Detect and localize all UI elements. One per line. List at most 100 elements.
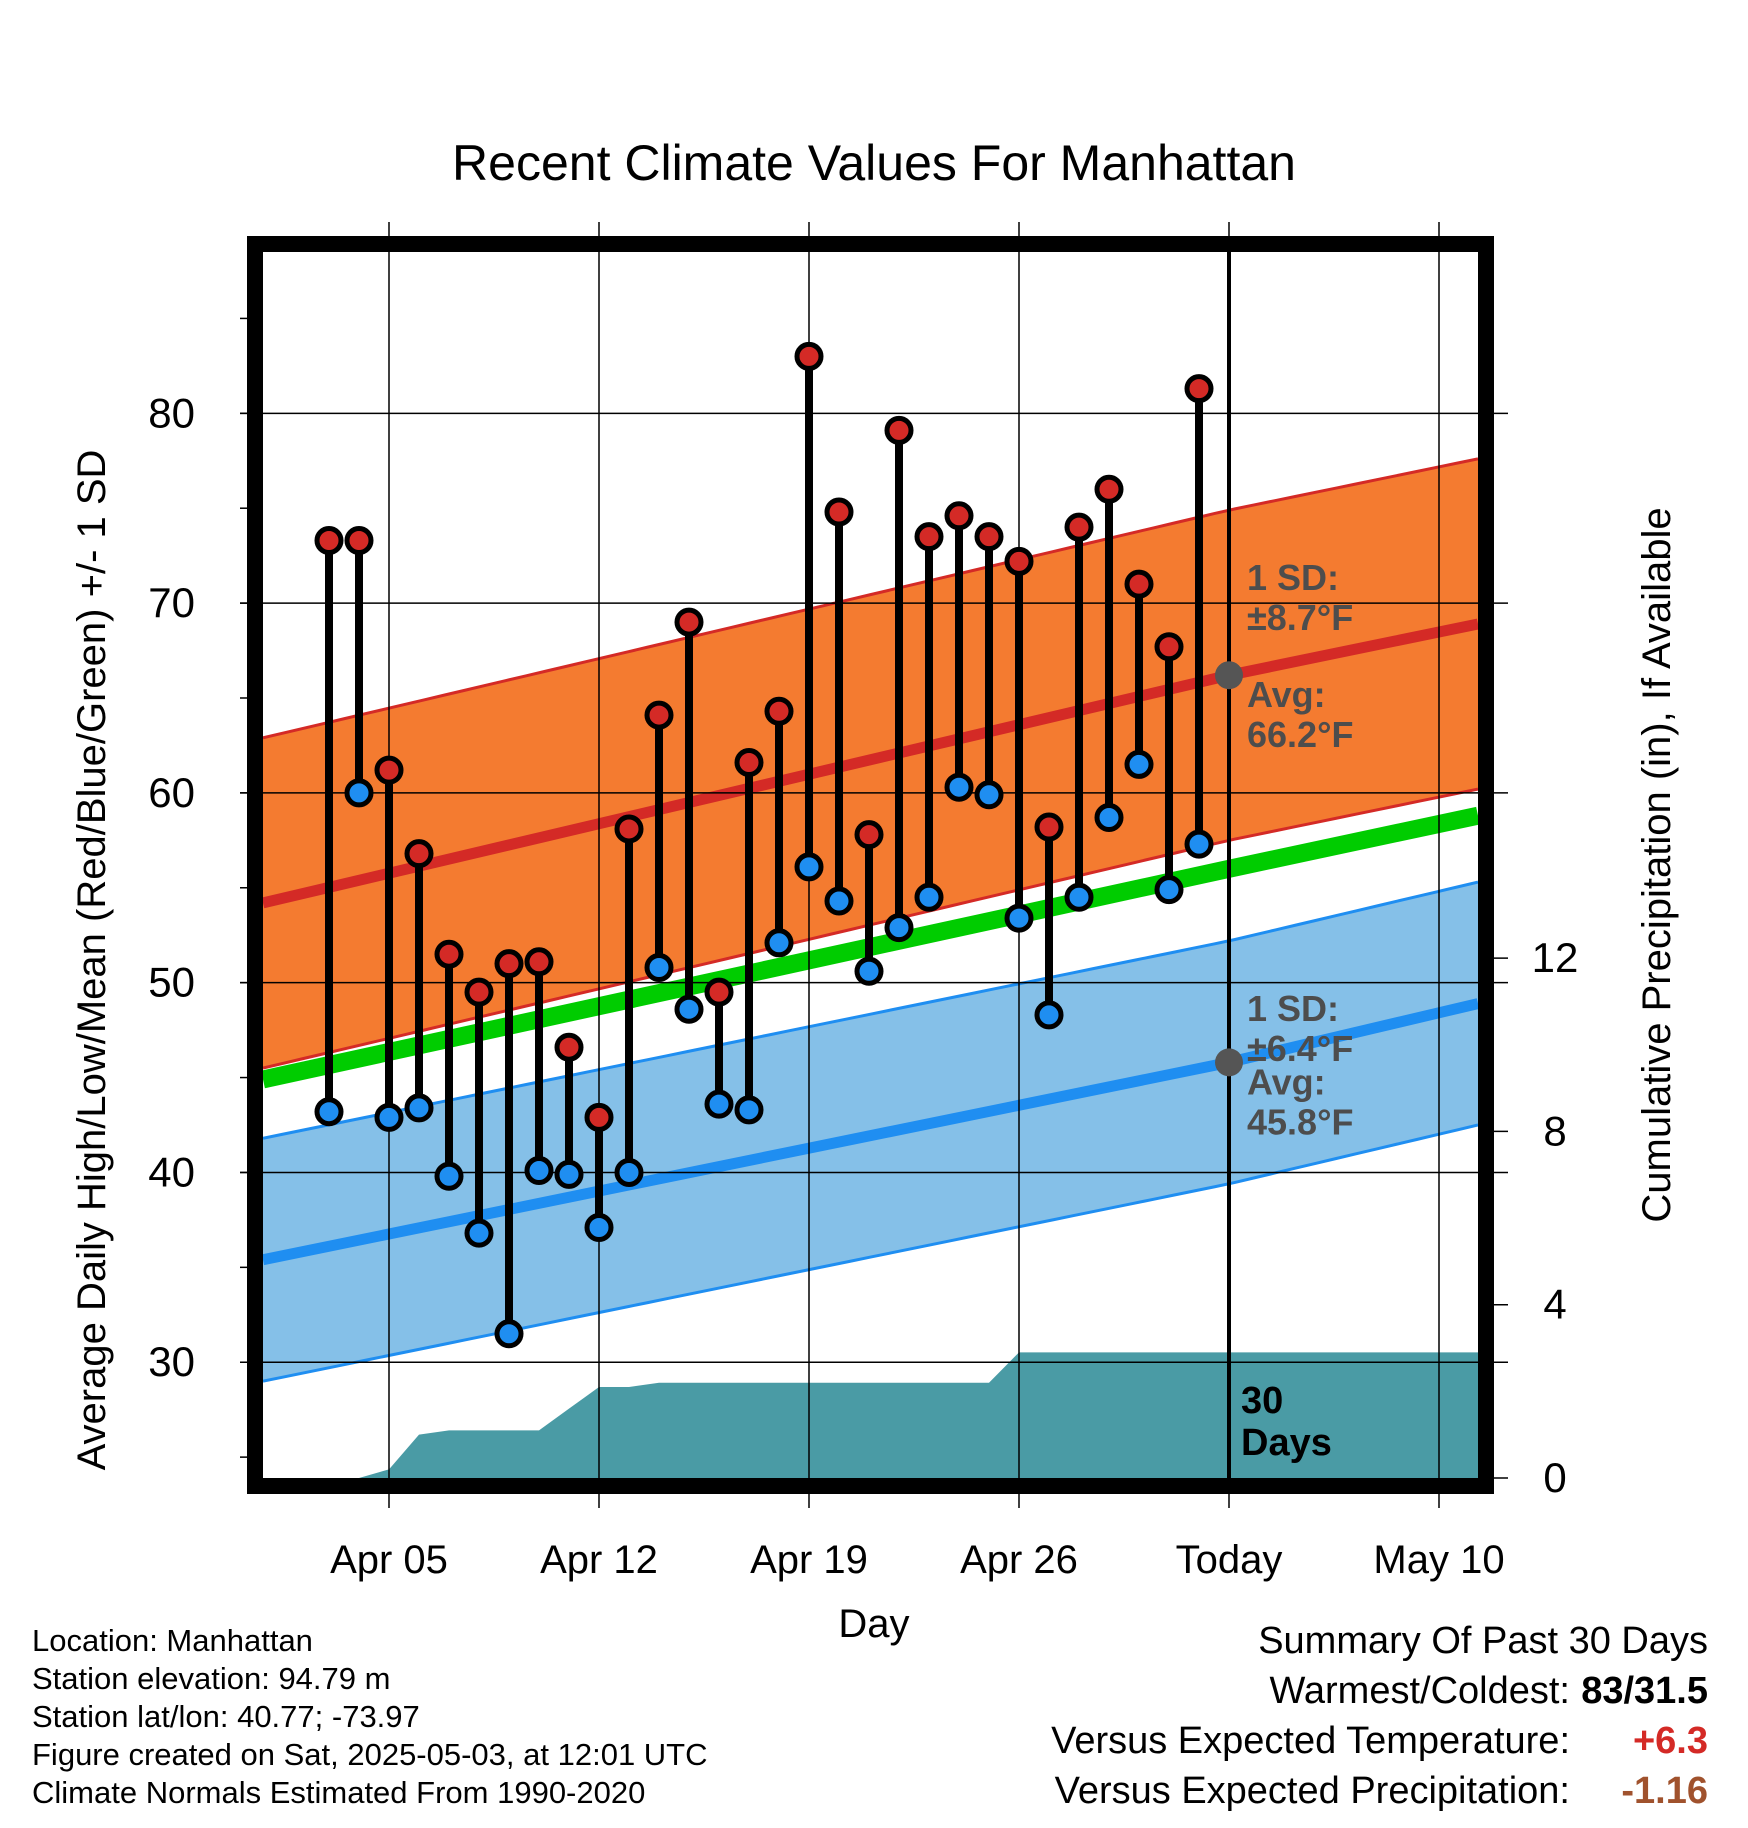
daily-low-point <box>614 1157 644 1187</box>
daily-high-point <box>764 696 794 726</box>
daily-low-point <box>1004 903 1034 933</box>
summary-title: Summary Of Past 30 Days <box>1258 1620 1708 1662</box>
station-info: Location: Manhattan Station elevation: 9… <box>32 1622 708 1812</box>
normals-text: Climate Normals Estimated From 1990-2020 <box>32 1775 646 1810</box>
warmest-coldest-value: 83/31.5 <box>1581 1670 1708 1712</box>
days-label-number: 30 <box>1241 1380 1283 1422</box>
daily-high-point <box>374 755 404 785</box>
daily-low-point <box>854 956 884 986</box>
days-label-word: Days <box>1241 1422 1332 1464</box>
daily-low-point <box>644 952 674 982</box>
daily-low-point <box>824 886 854 916</box>
y2-axis-label: Cumulative Precipitation (in), If Availa… <box>1635 507 1679 1222</box>
daily-high-point <box>1154 632 1184 662</box>
summary-panel: Summary Of Past 30 Days Warmest/Coldest:… <box>1051 1616 1708 1816</box>
x-axis-label: Day <box>838 1602 909 1646</box>
daily-high-point <box>644 700 674 730</box>
daily-low-point <box>914 882 944 912</box>
daily-low-point <box>554 1159 584 1189</box>
daily-high-point <box>1184 374 1214 404</box>
daily-high-point <box>584 1102 614 1132</box>
today-low-avg-label: Avg: <box>1247 1061 1326 1102</box>
y-tick-label: 40 <box>148 1148 195 1195</box>
daily-low-point <box>344 778 374 808</box>
y-tick-label: 70 <box>148 579 195 626</box>
daily-low-point <box>1034 1000 1064 1030</box>
plot-area <box>263 457 1478 1478</box>
normal-high-sd-upper <box>263 457 1478 740</box>
daily-low-point <box>884 913 914 943</box>
y-tick-label: 30 <box>148 1338 195 1385</box>
temp-departure-value: +6.3 <box>1632 1720 1708 1762</box>
daily-low-point <box>764 928 794 958</box>
y-tick-label: 80 <box>148 389 195 436</box>
daily-low-point <box>1124 749 1154 779</box>
daily-low-point <box>314 1097 344 1127</box>
daily-high-point <box>434 939 464 969</box>
daily-high-point <box>944 501 974 531</box>
daily-high-point <box>1064 512 1094 542</box>
created-text: Figure created on Sat, 2025-05-03, at 12… <box>32 1737 708 1772</box>
y2-tick-label: 8 <box>1543 1107 1566 1154</box>
precip-departure-label: Versus Expected Precipitation: <box>1054 1770 1570 1812</box>
precip-departure-value: -1.16 <box>1621 1770 1708 1812</box>
x-tick-label: Apr 12 <box>540 1538 658 1582</box>
daily-high-point <box>884 415 914 445</box>
daily-high-point <box>674 607 704 637</box>
daily-low-point <box>794 852 824 882</box>
today-high-avg-dot <box>1215 661 1243 690</box>
daily-high-point <box>1034 812 1064 842</box>
daily-low-point <box>584 1212 614 1242</box>
daily-low-point <box>944 772 974 802</box>
daily-high-point <box>734 748 764 778</box>
daily-high-point <box>854 820 884 850</box>
daily-high-point <box>914 522 944 552</box>
normal-low-sd-upper <box>263 880 1478 1140</box>
x-tick-label: Apr 05 <box>330 1538 448 1582</box>
today-low-avg-value: 45.8°F <box>1247 1101 1353 1142</box>
daily-high-point <box>494 949 524 979</box>
daily-low-point <box>374 1102 404 1132</box>
warmest-coldest-row: Warmest/Coldest: 83/31.5 <box>1051 1666 1708 1716</box>
daily-low-point <box>434 1161 464 1191</box>
today-high-sd-value: ±8.7°F <box>1247 597 1353 638</box>
daily-high-point <box>1124 569 1154 599</box>
plot-frame <box>247 236 1494 1494</box>
daily-low-point <box>404 1093 434 1123</box>
daily-high-point <box>974 522 1004 552</box>
daily-high-point <box>614 814 644 844</box>
today-high-sd-label: 1 SD: <box>1247 557 1339 598</box>
daily-low-point <box>734 1095 764 1125</box>
warmest-coldest-label: Warmest/Coldest: <box>1269 1670 1570 1712</box>
today-high-avg-value: 66.2°F <box>1247 714 1353 755</box>
daily-low-point <box>1064 882 1094 912</box>
today-low-avg-dot <box>1215 1048 1243 1077</box>
daily-high-point <box>314 525 344 555</box>
y2-tick-label: 4 <box>1543 1281 1566 1328</box>
precipitation-area <box>263 1352 1478 1478</box>
daily-low-point <box>674 994 704 1024</box>
daily-low-point <box>974 780 1004 810</box>
location-text: Location: Manhattan <box>32 1623 313 1658</box>
daily-low-point <box>524 1156 554 1186</box>
elevation-text: Station elevation: 94.79 m <box>32 1661 391 1696</box>
today-low-sd-label: 1 SD: <box>1247 988 1339 1029</box>
daily-low-point <box>1094 803 1124 833</box>
temp-departure-row: Versus Expected Temperature: +6.3 <box>1051 1716 1708 1766</box>
daily-high-point <box>1004 546 1034 576</box>
daily-high-point <box>404 839 434 869</box>
y-tick-label: 50 <box>148 959 195 1006</box>
y-axis-label: Average Daily High/Low/Mean (Red/Blue/Gr… <box>70 450 114 1471</box>
today-high-avg-label: Avg: <box>1247 674 1326 715</box>
temp-departure-label: Versus Expected Temperature: <box>1051 1720 1570 1762</box>
chart-title: Recent Climate Values For Manhattan <box>452 135 1296 191</box>
x-tick-label: Today <box>1176 1538 1283 1582</box>
daily-high-point <box>464 977 494 1007</box>
daily-high-point <box>794 341 824 371</box>
daily-high-point <box>824 497 854 527</box>
x-tick-label: May 10 <box>1373 1538 1504 1582</box>
y2-tick-label: 0 <box>1543 1454 1566 1501</box>
x-tick-label: Apr 19 <box>750 1538 868 1582</box>
precip-departure-row: Versus Expected Precipitation: -1.16 <box>1051 1766 1708 1816</box>
